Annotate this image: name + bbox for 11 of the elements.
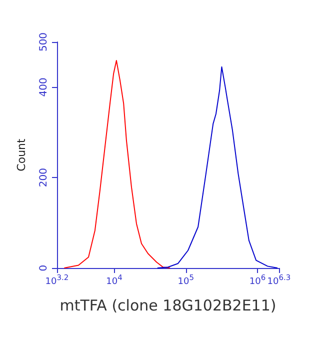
x-tick-label: 10$^{4}$: [106, 272, 122, 288]
x-axis-title: mtTFA (clone 18G102B2E11): [60, 296, 276, 314]
x-tick-label: 10$^{6}$: [249, 272, 266, 288]
y-tick-label: 200: [38, 168, 50, 188]
y-tick-label: 400: [38, 78, 50, 97]
x-tick-label: 10$^{3.2}$: [45, 272, 69, 288]
y-tick-label: 0: [38, 264, 50, 272]
y-axis-title: Count: [15, 138, 28, 172]
y-tick-label: 500: [38, 32, 50, 52]
x-tick-label: 10$^{5}$: [178, 272, 194, 288]
x-tick-label: 10$^{6.3}$: [267, 272, 291, 288]
